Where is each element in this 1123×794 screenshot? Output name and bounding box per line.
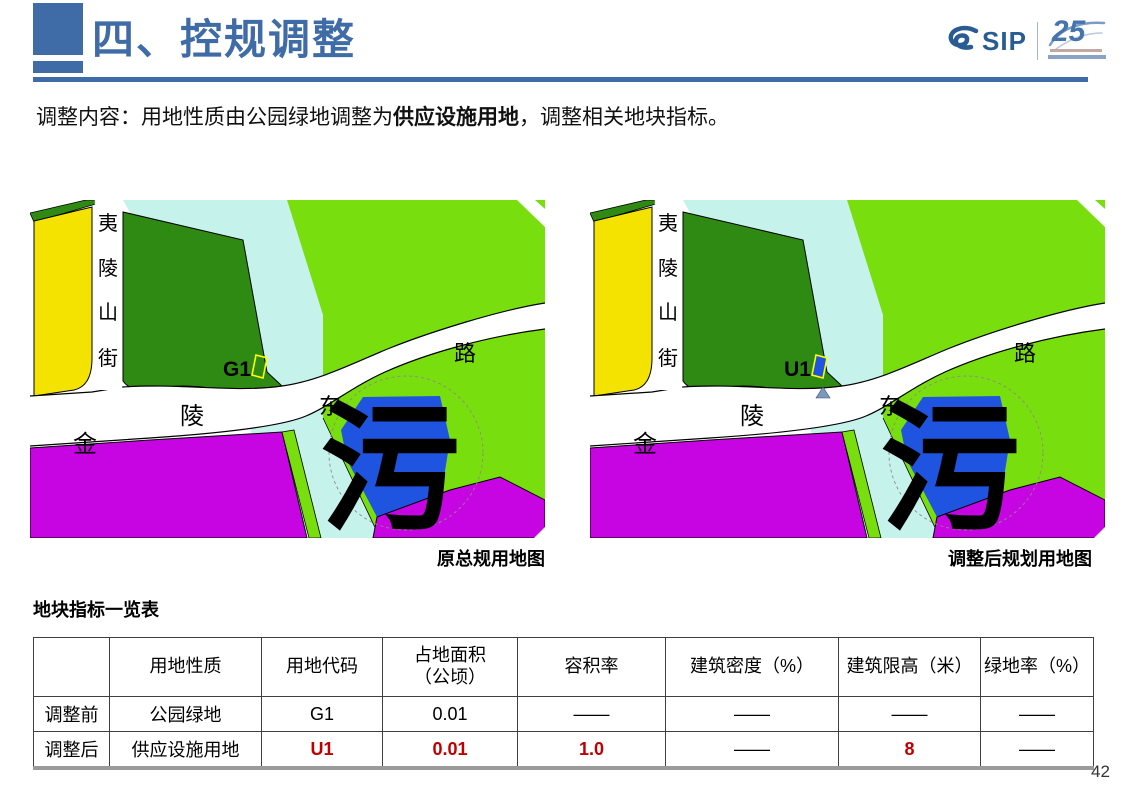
road-name-char: 金: [633, 431, 657, 458]
row-label: 调整前: [33, 696, 110, 732]
plot-indicator-table: 用地性质 用地代码 占地面积 （公顷） 容积率 建筑密度（%） 建筑限高（米） 绿地率（%）…: [33, 637, 1094, 770]
header-divider: [33, 77, 1088, 82]
table-row-调整后: 调整后 供应设施用地 U1 0.01 1.0 —— 8 ——: [33, 731, 1094, 770]
street-name-char: 街: [98, 347, 118, 370]
subject-parcel: [811, 354, 828, 379]
yellow-zone: [33, 206, 93, 397]
cell-调整后-4: ——: [665, 731, 839, 770]
street-name-char: 街: [658, 347, 678, 370]
road-name-char: 陵: [740, 403, 764, 430]
title-decoration-square: [33, 3, 83, 55]
anniversary-swoosh-icon: [1048, 21, 1106, 50]
cell-调整前-2: 0.01: [382, 696, 518, 732]
cell-调整前-4: ——: [665, 696, 839, 732]
road-name-char: 路: [1014, 341, 1036, 366]
green-strip: [841, 429, 882, 538]
column-header-6: 建筑限高（米）: [838, 637, 981, 697]
table-body: 调整前 公园绿地 G1 0.01 —— —— —— —— 调整后 供应设施用地 U1 0.01 1.0—…: [33, 696, 1094, 770]
street-name-char: 夷: [658, 212, 678, 235]
corner-green-wedge: [1095, 200, 1105, 209]
anniversary-fineprint-bar: [1049, 49, 1102, 52]
sip-logo-text: SIP: [982, 25, 1027, 56]
street-name-char: 陵: [98, 257, 118, 280]
sewage-plant-label: 污: [320, 391, 460, 538]
vertical-street: [94, 200, 123, 390]
road-name-char: 路: [454, 341, 476, 366]
column-header-0: [33, 637, 110, 697]
yellow-zone: [593, 206, 653, 397]
magenta-zone-left: [590, 431, 868, 538]
street-name-char: 夷: [98, 212, 118, 235]
map-caption-original: 原总规用地图: [437, 549, 545, 569]
adjustment-description: 调整内容：用地性质由公园绿地调整为供应设施用地，调整相关地块指标。: [36, 101, 729, 131]
anniversary-number: 25: [1051, 15, 1086, 48]
intro-suffix: ，调整相关地块指标。: [519, 106, 729, 129]
cell-调整后-3: 1.0: [517, 731, 666, 770]
logo-divider: [1036, 22, 1038, 60]
cell-调整前-1: G1: [261, 696, 383, 732]
map-adjusted-plan: 夷陵山街 金陵东路 污 U1: [590, 200, 1105, 538]
anniversary-fineprint-bar: [1047, 55, 1106, 59]
magenta-zone-right: [932, 476, 1105, 538]
dashed-circle-marker: [888, 375, 1044, 531]
column-header-4: 容积率: [517, 637, 666, 697]
road-name-char: 陵: [180, 403, 204, 430]
magenta-zone-left: [30, 431, 308, 538]
map-original-plan: 夷陵山街 金陵东路 污 G1: [30, 200, 545, 538]
intro-prefix: 调整内容：用地性质由公园绿地调整为: [36, 106, 393, 129]
column-header-3: 占地面积 （公顷）: [382, 637, 518, 697]
title-decoration-bar: [33, 61, 83, 73]
green-strip: [281, 429, 322, 538]
row-label: 调整后: [33, 731, 110, 770]
cell-调整前-0: 公园绿地: [109, 696, 262, 732]
street-name-char: 山: [98, 301, 118, 324]
sip-swoosh-icon: [948, 25, 979, 50]
page-number: 42: [1091, 762, 1110, 781]
map-caption-adjusted: 调整后规划用地图: [948, 549, 1092, 569]
sewage-plant-zone: [341, 396, 450, 517]
table-title: 地块指标一览表: [33, 600, 159, 620]
cell-调整后-6: ——: [980, 731, 1094, 770]
sip-logo: SIP 25: [946, 15, 1108, 64]
column-header-5: 建筑密度（%）: [665, 637, 839, 697]
cell-调整后-2: 0.01: [382, 731, 518, 770]
road-name-char: 东: [319, 394, 341, 419]
sip-25th-anniversary-logo: 25: [1046, 15, 1108, 63]
table-header-row: 用地性质 用地代码 占地面积 （公顷） 容积率 建筑密度（%） 建筑限高（米） 绿地率（%）: [33, 637, 1094, 697]
cell-调整前-5: ——: [838, 696, 981, 732]
sewage-plant-zone: [901, 396, 1010, 517]
dashed-circle-marker: [328, 375, 484, 531]
intro-emphasis: 供应设施用地: [393, 106, 519, 129]
subject-parcel: [251, 354, 268, 379]
cell-调整前-6: ——: [980, 696, 1094, 732]
column-header-7: 绿地率（%）: [980, 637, 1094, 697]
triangle-marker: [815, 386, 831, 399]
cell-调整前-3: ——: [517, 696, 666, 732]
parcel-code-label: U1: [784, 358, 811, 381]
table-row-调整前: 调整前 公园绿地 G1 0.01 —— —— —— ——: [33, 696, 1094, 732]
road-name-char: 东: [879, 394, 901, 419]
parcel-code-label: G1: [223, 358, 251, 381]
road-name-char: 金: [73, 431, 97, 458]
page-title: 四、控规调整: [92, 16, 357, 63]
street-name-char: 山: [658, 301, 678, 324]
column-header-2: 用地代码: [261, 637, 383, 697]
cell-调整后-5: 8: [838, 731, 981, 770]
magenta-zone-right: [372, 476, 545, 538]
vertical-street: [654, 200, 683, 390]
column-header-1: 用地性质: [109, 637, 262, 697]
cell-调整后-1: U1: [261, 731, 383, 770]
cell-调整后-0: 供应设施用地: [109, 731, 262, 770]
street-name-char: 陵: [658, 257, 678, 280]
corner-green-wedge: [535, 200, 545, 209]
sewage-plant-label: 污: [880, 391, 1020, 538]
